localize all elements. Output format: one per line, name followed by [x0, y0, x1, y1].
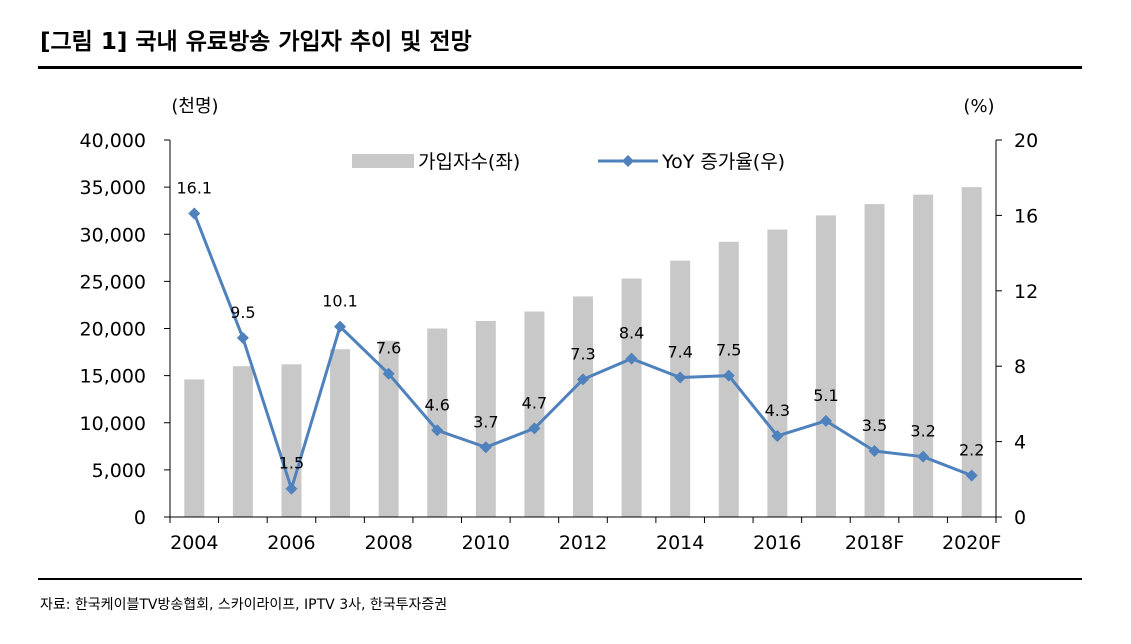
data-label: 1.5 [279, 454, 304, 473]
right-tick-label: 12 [1014, 281, 1038, 303]
yoy-point [674, 371, 687, 384]
yoy-point [722, 369, 735, 382]
right-tick-label: 20 [1014, 130, 1038, 152]
yoy-point [965, 469, 978, 482]
left-tick-label: 0 [134, 507, 146, 529]
bar [573, 296, 593, 517]
x-tick-label: 2014 [656, 532, 704, 554]
bar [427, 328, 448, 517]
data-label: 3.2 [910, 422, 935, 441]
yoy-point [868, 445, 881, 458]
yoy-point [819, 414, 832, 427]
bar [913, 194, 934, 518]
bar [670, 260, 691, 517]
right-tick-label: 0 [1014, 507, 1026, 529]
bar [281, 364, 302, 517]
yoy-point [236, 331, 249, 344]
data-label: 16.1 [176, 179, 212, 198]
yoy-point [285, 482, 298, 495]
data-label: 4.3 [765, 401, 790, 420]
bar [232, 366, 253, 517]
x-tick-label: 2010 [462, 532, 510, 554]
x-tick-label: 2012 [559, 532, 607, 554]
data-label: 2.2 [959, 441, 984, 460]
left-axis-unit: (천명) [171, 96, 218, 117]
line-series: 16.1 9.5 1.5 10.1 7.6 4.6 3.7 4.7 7.3 8.4 7.4 7.5 4.… [176, 179, 984, 495]
right-tick-label: 8 [1014, 356, 1026, 378]
data-label: 3.7 [473, 412, 498, 431]
bar [864, 204, 885, 517]
left-tick-label: 15,000 [80, 366, 146, 388]
data-label: 4.6 [425, 395, 450, 414]
x-tick-label: 2006 [267, 532, 315, 554]
right-tick-label: 16 [1014, 205, 1038, 227]
x-tick-label: 2018F [845, 532, 904, 554]
bar [767, 229, 788, 517]
yoy-point [431, 424, 444, 437]
data-label: 8.4 [619, 324, 644, 343]
x-tick-label: 2004 [170, 532, 218, 554]
left-tick-label: 40,000 [80, 130, 146, 152]
left-tick-label: 25,000 [80, 271, 146, 293]
bar [524, 311, 545, 517]
legend: 가입자수(좌) YoY 증가율(우) [352, 151, 785, 173]
data-label: 5.1 [813, 386, 838, 405]
data-label: 7.5 [716, 341, 741, 360]
bar [961, 187, 982, 517]
legend-line-label: YoY 증가율(우) [661, 151, 785, 173]
yoy-point [625, 352, 638, 365]
bar [330, 349, 351, 517]
yoy-point [917, 450, 930, 463]
bar [378, 340, 399, 517]
data-label: 7.4 [667, 343, 692, 362]
right-tick-label: 4 [1014, 432, 1026, 454]
yoy-point [188, 207, 201, 220]
yoy-point [771, 429, 784, 442]
data-label: 7.6 [376, 339, 401, 358]
axes: 0 5,000 10,000 15,000 20,000 25,000 30,000 35,0… [80, 130, 1039, 554]
figure-title: [그림 1] 국내 유료방송 가입자 추이 및 전망 [40, 29, 472, 55]
left-tick-label: 10,000 [80, 413, 146, 435]
bar [184, 379, 205, 517]
left-tick-label: 30,000 [80, 224, 146, 246]
x-tick-label: 2008 [364, 532, 412, 554]
x-tick-label: 2016 [753, 532, 801, 554]
yoy-point [577, 373, 589, 386]
x-tick-label: 2020F [942, 532, 1001, 554]
left-tick-label: 20,000 [80, 319, 146, 341]
bar [475, 320, 496, 517]
bottom-rule [38, 578, 1082, 580]
legend-line-marker [622, 155, 634, 167]
left-tick-label: 5,000 [92, 460, 146, 482]
yoy-point [528, 422, 541, 435]
legend-bar-label: 가입자수(좌) [418, 151, 520, 173]
bar-series [184, 187, 982, 518]
left-tick-label: 35,000 [80, 177, 146, 199]
legend-bar-swatch [352, 154, 414, 168]
bar [815, 215, 836, 517]
yoy-point [382, 367, 395, 380]
data-label: 10.1 [322, 292, 358, 311]
top-rule [38, 66, 1082, 69]
source-note: 자료: 한국케이블TV방송협회, 스카이라이프, IPTV 3사, 한국투자증권 [40, 597, 448, 613]
data-label: 3.5 [862, 416, 887, 435]
bar [621, 278, 642, 517]
yoy-point [334, 320, 347, 333]
data-label: 4.7 [522, 393, 547, 412]
data-label: 9.5 [230, 303, 255, 322]
data-label: 7.3 [570, 344, 595, 363]
yoy-point [479, 441, 492, 454]
right-axis-unit: (%) [963, 96, 994, 117]
